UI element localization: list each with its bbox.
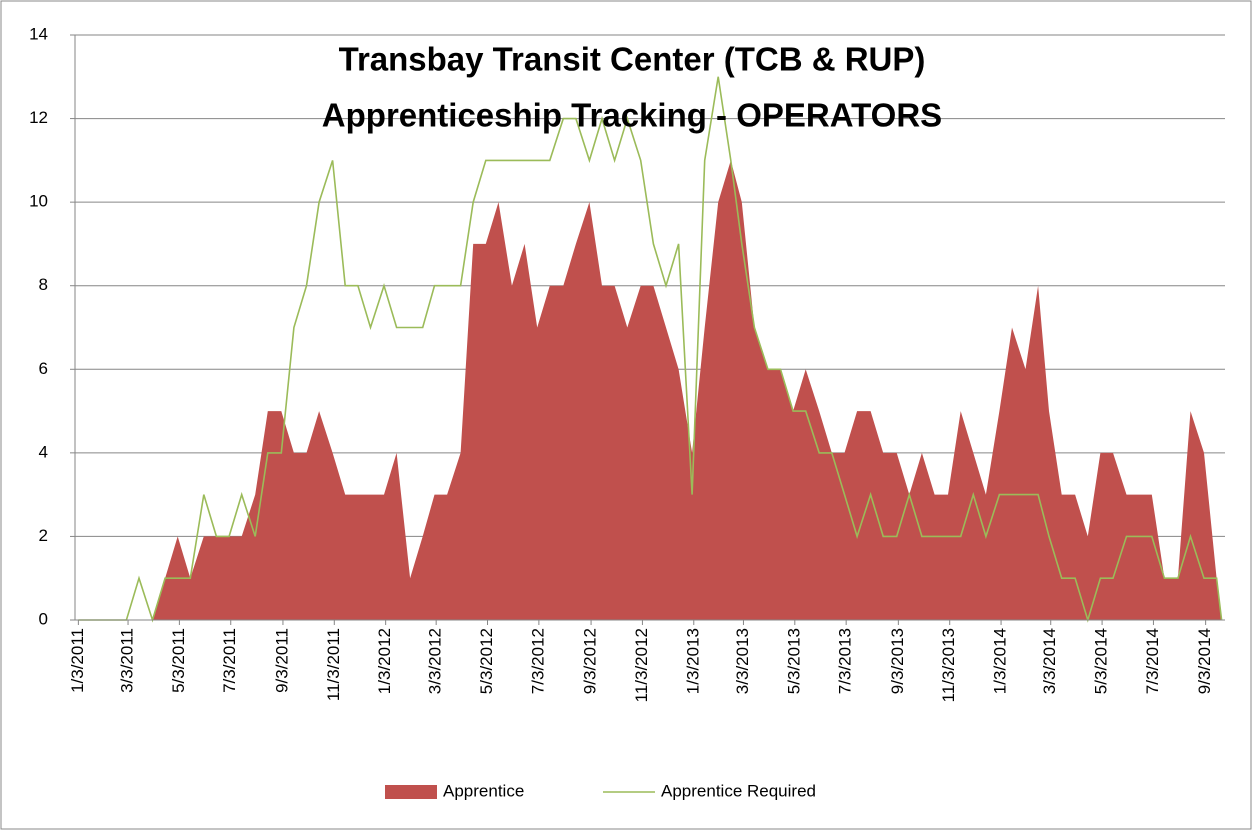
x-tick-label: 11/3/2011 [324, 628, 343, 701]
x-tick-label: 5/3/2012 [477, 628, 496, 694]
x-tick-label: 7/3/2011 [220, 628, 239, 693]
x-tick-label: 1/3/2012 [375, 628, 394, 694]
x-tick-label: 3/3/2012 [426, 628, 445, 694]
x-tick-label: 5/3/2011 [169, 628, 188, 693]
x-tick-label: 1/3/2013 [683, 628, 702, 694]
x-tick-label: 11/3/2012 [632, 628, 651, 702]
y-tick-label: 6 [39, 359, 48, 378]
area [78, 160, 1222, 620]
x-tick-label: 11/3/2013 [939, 628, 958, 702]
legend-swatch [385, 785, 437, 799]
legend-label: Apprentice [443, 781, 524, 800]
x-tick-label: 3/3/2014 [1040, 628, 1059, 694]
y-tick-label: 12 [29, 108, 48, 127]
y-tick-label: 4 [39, 442, 48, 461]
x-tick-label: 7/3/2012 [528, 628, 547, 694]
x-tick-label: 1/3/2014 [991, 628, 1010, 694]
y-tick-label: 14 [29, 24, 48, 43]
x-tick-label: 9/3/2013 [888, 628, 907, 694]
line [78, 76, 1223, 623]
y-tick-label: 10 [29, 192, 48, 211]
x-tick-label: 9/3/2011 [272, 628, 291, 693]
chart-subtitle: Apprenticeship Tracking - OPERATORS [322, 97, 942, 134]
chart-title: Transbay Transit Center (TCB & RUP) [339, 41, 926, 78]
x-tick-label: 5/3/2013 [784, 628, 803, 694]
y-tick-label: 8 [39, 275, 48, 294]
x-tick-label: 7/3/2013 [836, 628, 855, 694]
x-tick-label: 9/3/2014 [1195, 628, 1214, 694]
x-tick-label: 7/3/2014 [1143, 628, 1162, 694]
x-tick-label: 5/3/2014 [1092, 628, 1111, 694]
y-tick-label: 0 [39, 609, 48, 628]
x-tick-label: 9/3/2012 [581, 628, 600, 694]
x-tick-label: 1/3/2011 [68, 628, 87, 693]
y-tick-label: 2 [39, 526, 48, 545]
legend-label: Apprentice Required [661, 781, 816, 800]
x-tick-label: 3/3/2011 [117, 628, 136, 693]
x-tick-label: 3/3/2013 [733, 628, 752, 694]
